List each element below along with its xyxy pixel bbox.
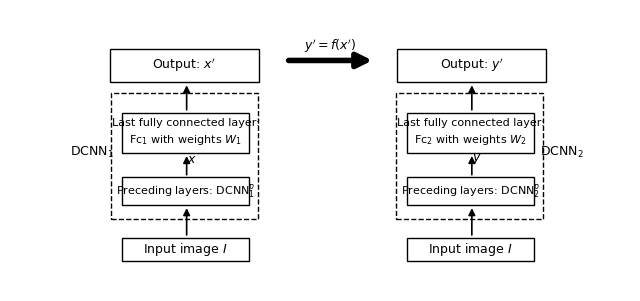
Text: Input image $I$: Input image $I$ <box>143 241 228 258</box>
Text: DCNN$_2$: DCNN$_2$ <box>540 144 584 160</box>
Text: Last fully connected layer:
Fc$_1$ with weights $W_1$: Last fully connected layer: Fc$_1$ with … <box>111 118 259 147</box>
Text: $y' = f(x')$: $y' = f(x')$ <box>305 38 356 55</box>
Bar <box>397 49 547 82</box>
Text: Input image $I$: Input image $I$ <box>428 241 513 258</box>
Text: Output: $x'$: Output: $x'$ <box>152 57 216 74</box>
Bar <box>396 93 543 219</box>
Bar <box>111 93 257 219</box>
Bar <box>408 178 534 205</box>
Bar <box>408 113 534 153</box>
Bar <box>122 113 248 153</box>
Text: $y$: $y$ <box>472 152 482 166</box>
Text: Preceding layers: DCNN$_1^p$: Preceding layers: DCNN$_1^p$ <box>116 182 255 200</box>
Bar <box>408 238 534 261</box>
Text: $x$: $x$ <box>187 153 196 166</box>
Text: Preceding layers: DCNN$_2^p$: Preceding layers: DCNN$_2^p$ <box>401 182 540 200</box>
Text: Output: $y'$: Output: $y'$ <box>440 57 504 74</box>
Bar <box>122 238 248 261</box>
Bar <box>122 178 248 205</box>
Text: Last fully connected layer:
Fc$_2$ with weights $W_2$: Last fully connected layer: Fc$_2$ with … <box>397 118 545 147</box>
Bar <box>110 49 259 82</box>
Text: DCNN$_1$: DCNN$_1$ <box>70 144 115 160</box>
